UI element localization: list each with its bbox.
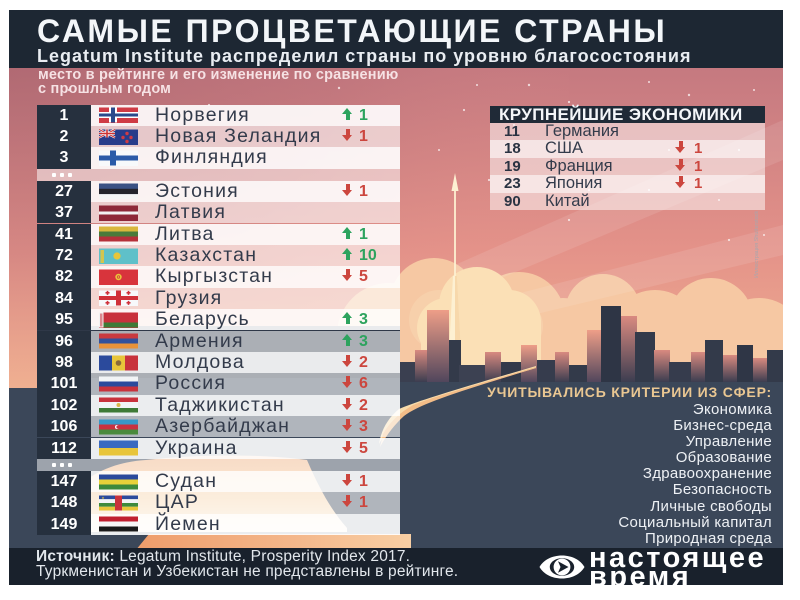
svg-text:Иллюстрация Shutterstock: Иллюстрация Shutterstock xyxy=(754,211,760,278)
